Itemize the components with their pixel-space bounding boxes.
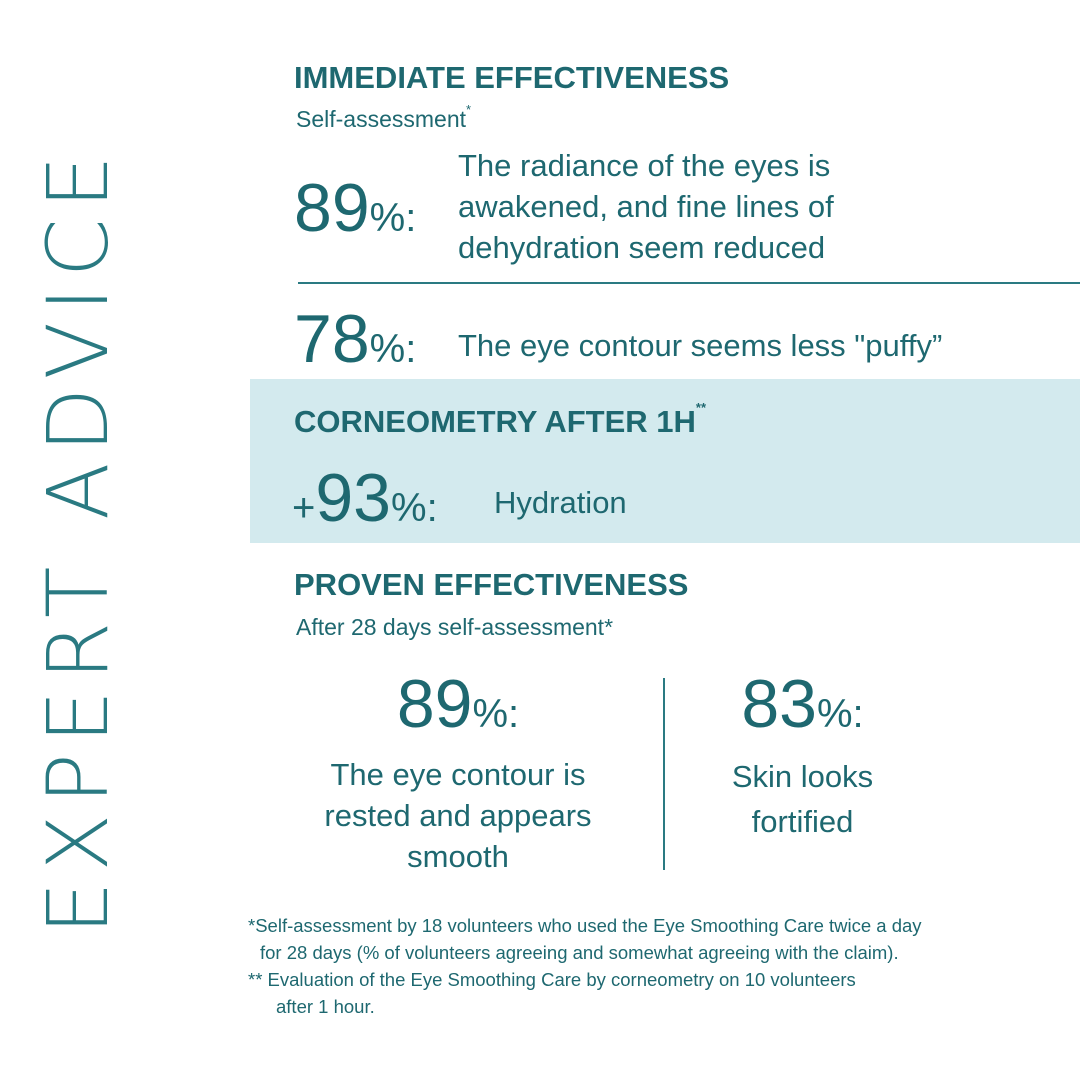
text-line: rested and appears: [324, 798, 592, 833]
stat-89-immediate: 89%:: [294, 174, 416, 242]
horizontal-divider: [298, 282, 1080, 284]
stat-unit: %:: [391, 486, 438, 530]
footnote-line: for 28 days (% of volunteers agreeing an…: [260, 942, 899, 963]
stat-unit: %:: [369, 327, 417, 371]
stat-93: +93%:: [292, 464, 438, 532]
stat-83: 83%:: [700, 670, 905, 738]
corneometry-heading: CORNEOMETRY AFTER 1H**: [294, 400, 706, 440]
stat-unit: %:: [472, 692, 520, 736]
footnote-line: after 1 hour.: [276, 996, 375, 1017]
stat-unit: %:: [816, 692, 864, 736]
stat-89-immediate-text: The radiance of the eyes is awakened, an…: [458, 145, 834, 268]
corneometry-band: [250, 379, 1080, 543]
corneometry-heading-text: CORNEOMETRY AFTER 1H: [294, 404, 696, 439]
text-line: fortified: [751, 804, 854, 839]
stat-value: 89: [294, 170, 370, 246]
stat-78-text: The eye contour seems less "puffy”: [458, 328, 943, 363]
vertical-divider: [663, 678, 665, 870]
stat-78: 78%:: [294, 305, 416, 373]
stat-83-text: Skin looks fortified: [700, 754, 905, 844]
stat-prefix: +: [292, 486, 316, 530]
text-line: The eye contour is: [330, 757, 586, 792]
immediate-subheading-mark: *: [466, 102, 472, 117]
stat-89-proven-text: The eye contour is rested and appears sm…: [298, 754, 618, 877]
immediate-subheading: Self-assessment*: [296, 102, 471, 133]
stat-89-proven: 89%:: [298, 670, 618, 738]
side-title: EXPERT ADVICE: [29, 145, 127, 935]
text-line: dehydration seem reduced: [458, 230, 826, 265]
footnote-line: ** Evaluation of the Eye Smoothing Care …: [248, 969, 856, 990]
stat-unit: %:: [369, 196, 417, 240]
proven-subheading: After 28 days self-assessment*: [296, 614, 614, 640]
footnote-line: *Self-assessment by 18 volunteers who us…: [248, 915, 922, 936]
stat-93-text: Hydration: [494, 485, 627, 520]
proven-heading: PROVEN EFFECTIVENESS: [294, 567, 689, 602]
stat-value: 78: [294, 301, 370, 377]
stat-value: 93: [315, 460, 391, 536]
stat-value: 89: [396, 666, 473, 742]
text-line: smooth: [407, 839, 509, 874]
immediate-subheading-text: Self-assessment: [296, 106, 467, 132]
text-line: The radiance of the eyes is: [458, 148, 831, 183]
stat-value: 83: [741, 666, 817, 742]
corneometry-heading-mark: **: [695, 400, 707, 415]
text-line: awakened, and fine lines of: [458, 189, 834, 224]
text-line: Skin looks: [731, 759, 874, 794]
immediate-heading: IMMEDIATE EFFECTIVENESS: [294, 60, 730, 95]
